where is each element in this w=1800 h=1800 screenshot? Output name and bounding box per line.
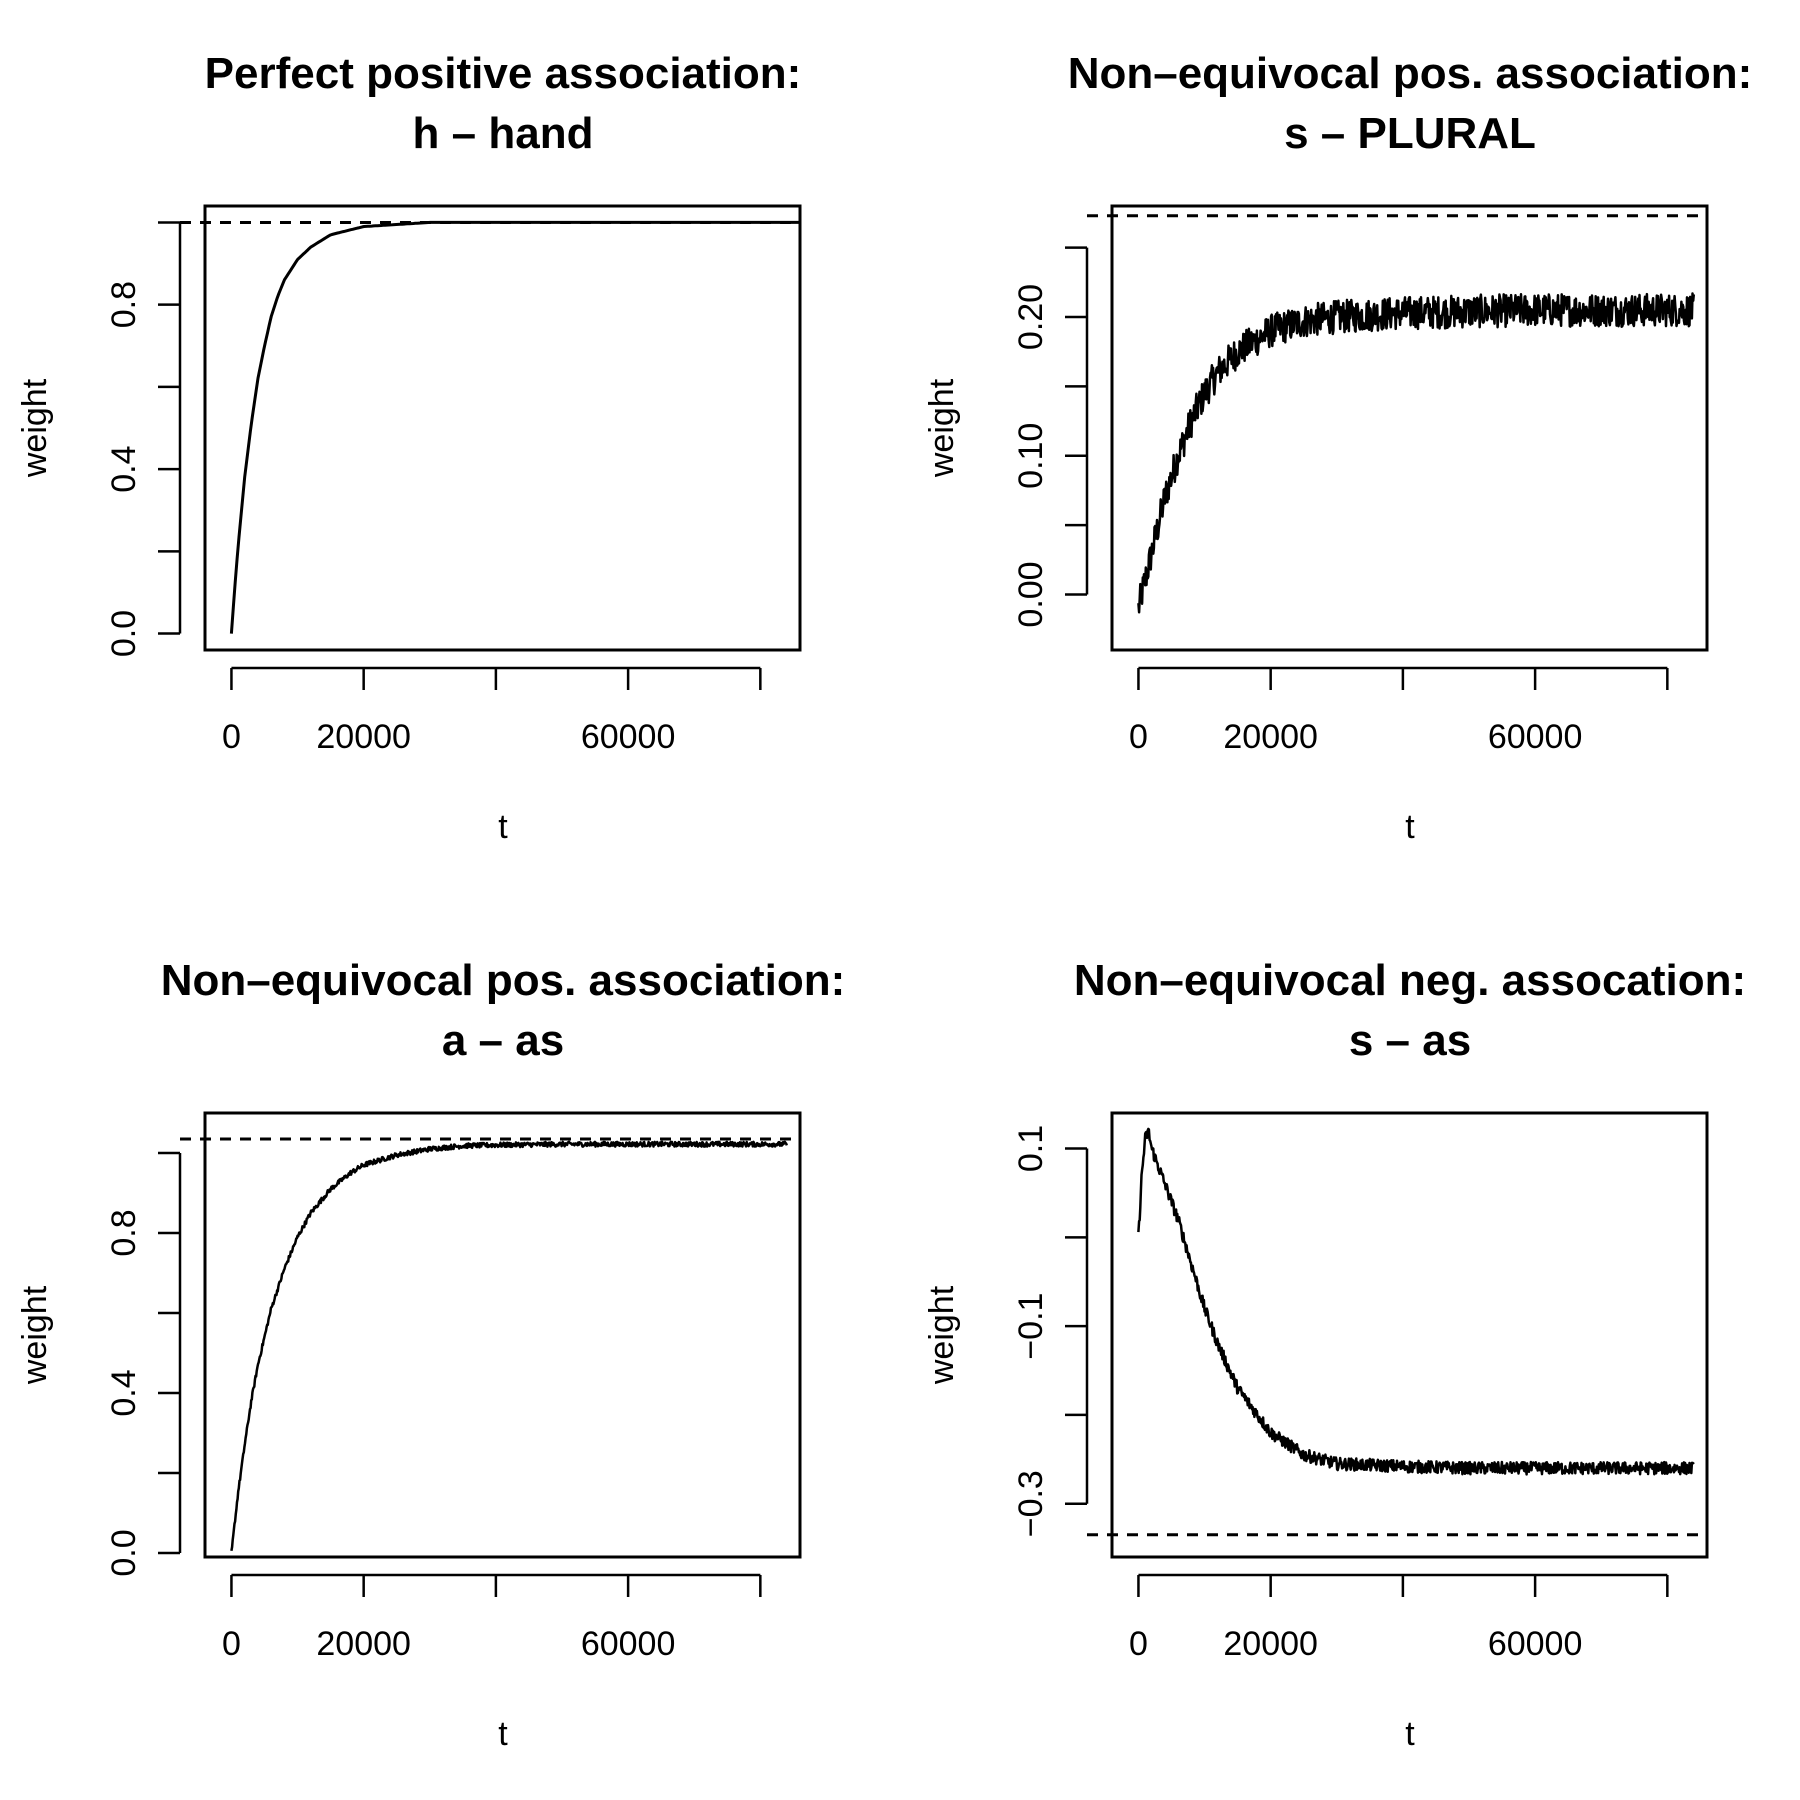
x-tick-label: 20000 <box>1223 718 1318 756</box>
x-tick-label: 20000 <box>1223 1625 1318 1663</box>
x-tick-label: 0 <box>222 1625 241 1663</box>
x-tick-label: 60000 <box>581 718 676 756</box>
y-axis-label: weight <box>923 378 961 478</box>
x-axis-label: t <box>1405 1715 1415 1753</box>
plot-area: 0 20000 60000 −0.3 −0.1 0.1 <box>1012 1111 1709 1663</box>
chart-title-line1: Perfect positive association: <box>205 49 802 98</box>
plot-frame <box>203 1111 802 1559</box>
x-tick-label: 20000 <box>316 1625 411 1663</box>
plot-area: 0 20000 60000 0.00 0.10 0.20 <box>1012 204 1709 756</box>
plot-frame <box>1110 204 1709 652</box>
chart-panel-2: Non–equivocal pos. association: s – PLUR… <box>923 49 1752 846</box>
chart-title-line2: s – PLURAL <box>1284 109 1536 158</box>
y-axis-label: weight <box>16 1285 54 1385</box>
plot-area: 0 20000 60000 0.0 0.4 0.8 <box>105 1111 802 1663</box>
y-tick-label: −0.3 <box>1012 1470 1050 1537</box>
y-tick-label: 0.00 <box>1012 561 1050 627</box>
x-tick-label: 20000 <box>316 718 411 756</box>
y-tick-label: −0.1 <box>1012 1293 1050 1360</box>
plot-area: 0 20000 60000 0.0 0.4 0.8 <box>105 204 802 756</box>
y-tick-label: 0.0 <box>105 610 143 657</box>
series-line <box>230 1140 788 1552</box>
chart-panel-1: Perfect positive association: h – hand t… <box>16 49 802 846</box>
x-tick-label: 0 <box>222 718 241 756</box>
x-tick-label: 60000 <box>1488 718 1583 756</box>
y-tick-label: 0.20 <box>1012 284 1050 350</box>
y-tick-label: 0.0 <box>105 1529 143 1576</box>
chart-title-line1: Non–equivocal pos. association: <box>1068 49 1753 98</box>
plot-frame <box>203 204 802 652</box>
y-tick-label: 0.4 <box>105 1369 143 1416</box>
plot-frame <box>1110 1111 1709 1559</box>
x-axis-label: t <box>1405 808 1415 846</box>
chart-panel-4: Non–equivocal neg. assocation: s – as t … <box>923 956 1746 1753</box>
chart-title-line2: a – as <box>442 1016 564 1065</box>
series-line <box>1137 1127 1695 1476</box>
y-tick-label: 0.8 <box>105 281 143 328</box>
y-tick-label: 0.8 <box>105 1209 143 1256</box>
x-axis-label: t <box>498 808 508 846</box>
series-line <box>1137 292 1696 614</box>
chart-title-line1: Non–equivocal neg. assocation: <box>1074 956 1746 1005</box>
y-tick-label: 0.4 <box>105 445 143 492</box>
y-axis-label: weight <box>16 378 54 478</box>
chart-title-line1: Non–equivocal pos. association: <box>161 956 846 1005</box>
y-tick-label: 0.10 <box>1012 423 1050 489</box>
chart-panel-3: Non–equivocal pos. association: a – as t… <box>16 956 845 1753</box>
x-tick-label: 0 <box>1129 1625 1148 1663</box>
y-tick-label: 0.1 <box>1012 1125 1050 1172</box>
x-tick-label: 0 <box>1129 718 1148 756</box>
series-line <box>229 220 800 634</box>
y-axis-label: weight <box>923 1285 961 1385</box>
x-tick-label: 60000 <box>581 1625 676 1663</box>
chart-title-line2: h – hand <box>413 109 594 158</box>
chart-title-line2: s – as <box>1349 1016 1471 1065</box>
x-tick-label: 60000 <box>1488 1625 1583 1663</box>
x-axis-label: t <box>498 1715 508 1753</box>
